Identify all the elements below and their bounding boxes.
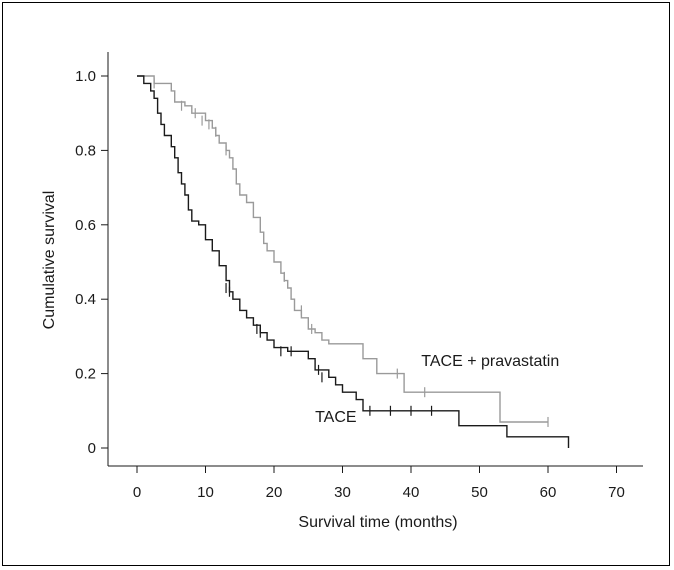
y-tick-label: 0.8 bbox=[75, 142, 96, 159]
x-tick-label: 20 bbox=[266, 484, 283, 501]
annotation-layer: TACE + pravastatin TACE bbox=[315, 353, 559, 426]
series-layer bbox=[137, 75, 570, 448]
x-axis-title: Survival time (months) bbox=[298, 514, 457, 531]
x-tick-label: 60 bbox=[540, 484, 557, 501]
y-axis-title: Cumulative survival bbox=[41, 191, 58, 330]
series-label-tace: TACE bbox=[315, 409, 356, 426]
x-tick-label: 0 bbox=[133, 484, 141, 501]
series-line-tace bbox=[137, 75, 570, 448]
y-tick-group: 0 0.2 0.4 0.6 0.8 1.0 bbox=[75, 68, 108, 457]
y-tick-label: 0.4 bbox=[75, 291, 96, 308]
x-tick-label: 10 bbox=[197, 484, 214, 501]
x-tick-group: 0 10 20 30 40 50 60 70 bbox=[133, 466, 625, 501]
y-tick-label: 0 bbox=[88, 440, 96, 457]
x-tick-label: 30 bbox=[334, 484, 351, 501]
x-tick-label: 50 bbox=[471, 484, 488, 501]
y-tick-label: 0.6 bbox=[75, 217, 96, 234]
x-tick-label: 40 bbox=[403, 484, 420, 501]
series-label-tace-pravastatin: TACE + pravastatin bbox=[421, 353, 559, 370]
y-tick-label: 0.2 bbox=[75, 366, 96, 383]
x-tick-label: 70 bbox=[608, 484, 625, 501]
series-line-tace-pravastatin bbox=[137, 75, 548, 423]
y-tick-label: 1.0 bbox=[75, 68, 96, 85]
